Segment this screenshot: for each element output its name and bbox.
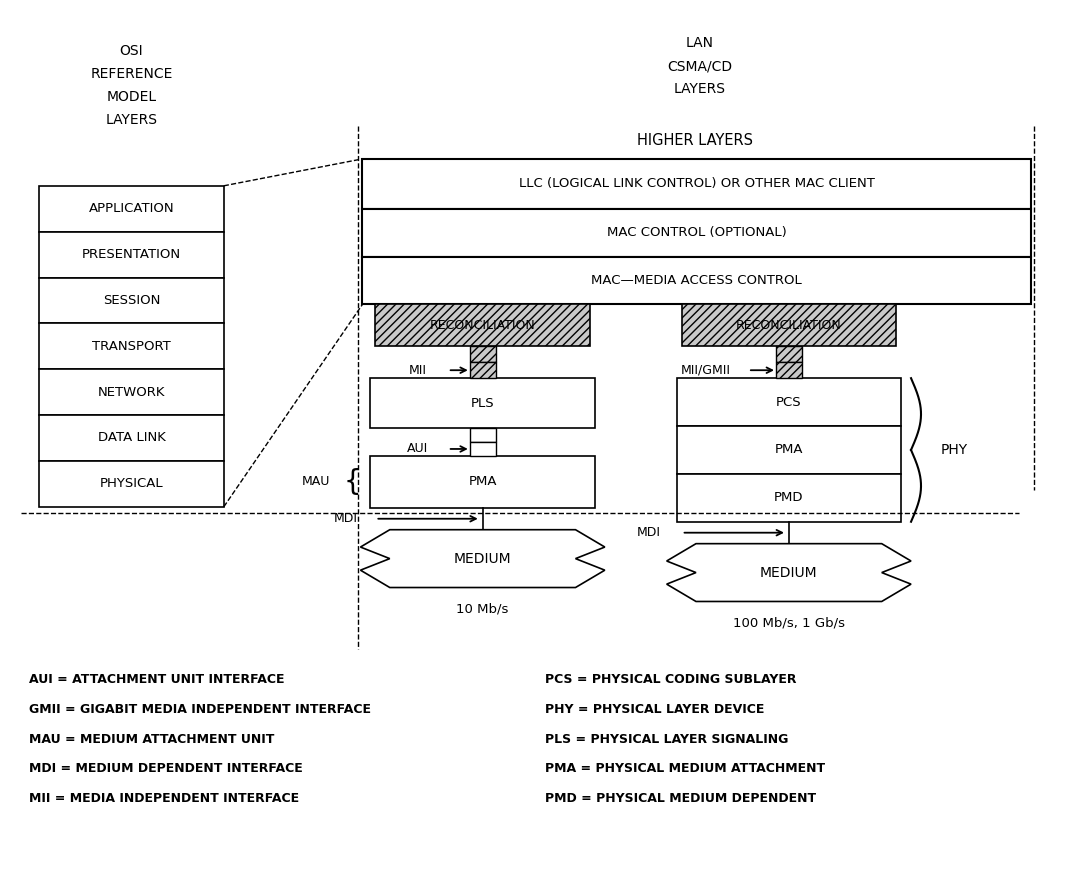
Polygon shape (667, 543, 911, 601)
Polygon shape (360, 529, 605, 587)
Text: LLC (LOGICAL LINK CONTROL) OR OTHER MAC CLIENT: LLC (LOGICAL LINK CONTROL) OR OTHER MAC … (519, 178, 875, 190)
Bar (470, 428, 496, 442)
Text: NETWORK: NETWORK (98, 386, 166, 399)
Bar (40, 277, 224, 324)
Text: LAYERS: LAYERS (674, 82, 725, 96)
Text: PLS = PHYSICAL LAYER SIGNALING: PLS = PHYSICAL LAYER SIGNALING (544, 732, 789, 746)
Bar (376, 304, 590, 347)
Text: TRANSPORT: TRANSPORT (93, 340, 171, 353)
Text: MDI = MEDIUM DEPENDENT INTERFACE: MDI = MEDIUM DEPENDENT INTERFACE (29, 762, 303, 775)
Bar (40, 324, 224, 369)
Text: AUI: AUI (407, 443, 428, 456)
Text: MII/GMII: MII/GMII (681, 364, 731, 377)
Text: PHY = PHYSICAL LAYER DEVICE: PHY = PHYSICAL LAYER DEVICE (544, 703, 764, 716)
Bar (470, 362, 496, 378)
Bar (470, 442, 496, 456)
Text: RECONCILIATION: RECONCILIATION (736, 318, 841, 332)
Text: LAN: LAN (685, 36, 713, 50)
Text: MAC—MEDIA ACCESS CONTROL: MAC—MEDIA ACCESS CONTROL (591, 274, 802, 287)
Text: SESSION: SESSION (103, 294, 160, 307)
Text: APPLICATION: APPLICATION (88, 202, 174, 215)
Text: MII = MEDIA INDEPENDENT INTERFACE: MII = MEDIA INDEPENDENT INTERFACE (29, 793, 299, 805)
Bar (677, 426, 901, 474)
Text: MEDIUM: MEDIUM (454, 551, 511, 565)
Text: PMA: PMA (468, 475, 497, 488)
Text: MAU = MEDIUM ATTACHMENT UNIT: MAU = MEDIUM ATTACHMENT UNIT (29, 732, 274, 746)
Text: HIGHER LAYERS: HIGHER LAYERS (637, 134, 752, 149)
Bar (470, 346, 496, 362)
Text: MDI: MDI (637, 526, 661, 539)
Bar (40, 369, 224, 415)
Text: CSMA/CD: CSMA/CD (667, 60, 732, 74)
Text: {: { (343, 468, 362, 496)
Text: PHYSICAL: PHYSICAL (100, 478, 164, 490)
Text: MODEL: MODEL (107, 90, 157, 104)
Text: PCS: PCS (776, 396, 802, 409)
Bar (363, 209, 1031, 256)
Bar (370, 378, 595, 428)
Bar (677, 378, 901, 426)
Text: MII: MII (409, 364, 427, 377)
Text: REFERENCE: REFERENCE (90, 67, 173, 81)
Bar (40, 415, 224, 461)
Bar (776, 362, 802, 378)
Text: MEDIUM: MEDIUM (760, 565, 818, 579)
Bar (40, 461, 224, 507)
Bar (363, 256, 1031, 304)
Text: MAU: MAU (301, 475, 329, 488)
Text: 10 Mb/s: 10 Mb/s (456, 603, 509, 616)
Bar (776, 346, 802, 362)
Text: PMD: PMD (774, 491, 804, 504)
Text: OSI: OSI (119, 45, 143, 59)
Text: PHY: PHY (940, 443, 968, 457)
Text: PRESENTATION: PRESENTATION (82, 248, 181, 261)
Bar (40, 232, 224, 277)
Text: RECONCILIATION: RECONCILIATION (429, 318, 536, 332)
Text: 100 Mb/s, 1 Gb/s: 100 Mb/s, 1 Gb/s (733, 617, 845, 630)
Text: LAYERS: LAYERS (105, 113, 157, 127)
Text: PMD = PHYSICAL MEDIUM DEPENDENT: PMD = PHYSICAL MEDIUM DEPENDENT (544, 793, 816, 805)
Text: PLS: PLS (471, 396, 495, 410)
Text: PMA = PHYSICAL MEDIUM ATTACHMENT: PMA = PHYSICAL MEDIUM ATTACHMENT (544, 762, 825, 775)
Bar (677, 474, 901, 522)
Text: MDI: MDI (334, 512, 357, 525)
Text: GMII = GIGABIT MEDIA INDEPENDENT INTERFACE: GMII = GIGABIT MEDIA INDEPENDENT INTERFA… (29, 703, 371, 716)
Text: AUI = ATTACHMENT UNIT INTERFACE: AUI = ATTACHMENT UNIT INTERFACE (29, 673, 285, 686)
Bar (40, 186, 224, 232)
Text: PCS = PHYSICAL CODING SUBLAYER: PCS = PHYSICAL CODING SUBLAYER (544, 673, 796, 686)
Text: DATA LINK: DATA LINK (98, 431, 166, 444)
Bar (681, 304, 896, 347)
Text: MAC CONTROL (OPTIONAL): MAC CONTROL (OPTIONAL) (607, 226, 787, 239)
Bar (363, 159, 1031, 209)
Text: PMA: PMA (775, 444, 803, 457)
Bar (370, 456, 595, 507)
